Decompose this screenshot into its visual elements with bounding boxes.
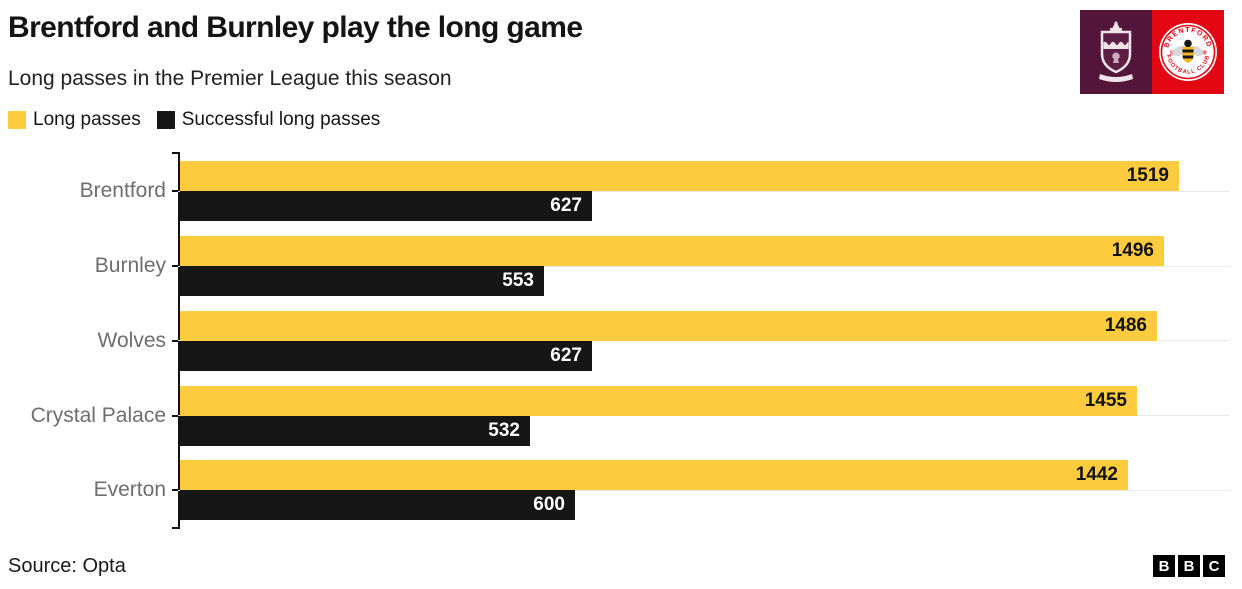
bar-value-label: 1519 (1126, 165, 1169, 187)
category-label: Brentford (79, 179, 166, 203)
bar-long-passes: 1442 (180, 460, 1128, 491)
bar-value-label: 1496 (1111, 240, 1154, 262)
bar-value-label: 1455 (1084, 389, 1127, 411)
category-tick (172, 190, 178, 193)
bar-value-label: 1442 (1075, 464, 1118, 486)
bar-long-passes: 1486 (180, 310, 1157, 341)
row-gridline (178, 340, 1230, 342)
bar-successful-long-passes: 532 (180, 415, 530, 446)
row-gridline (178, 190, 1230, 192)
bar-long-passes: 1455 (180, 385, 1137, 416)
chart-title: Brentford and Burnley play the long game (8, 11, 583, 44)
source-attribution: Source: Opta (8, 555, 126, 577)
bar-successful-long-passes: 553 (180, 266, 544, 297)
brentford-year-right: 89 (1201, 51, 1207, 57)
bbc-logo-block: B (1178, 555, 1200, 577)
row-gridline (178, 265, 1230, 267)
category-axis-labels: Brentford Burnley Wolves Crystal Palace Ever… (0, 152, 166, 529)
chart-legend: Long passes Successful long passes (8, 109, 380, 131)
brentford-year-left: 18 (1170, 51, 1176, 57)
bar-successful-long-passes: 627 (180, 191, 592, 222)
bbc-logo-block: B (1153, 555, 1175, 577)
axis-end-tick (172, 152, 178, 154)
category-tick (172, 489, 178, 492)
category-label: Wolves (97, 328, 166, 352)
bar-value-label: 627 (550, 195, 582, 217)
category-tick (172, 414, 178, 417)
bar-value-label: 627 (550, 344, 582, 366)
bar-value-label: 532 (488, 419, 520, 441)
category-label: Everton (93, 478, 166, 502)
category-label: Crystal Palace (30, 403, 166, 427)
legend-label: Successful long passes (181, 109, 381, 130)
category-tick (172, 339, 178, 342)
bbc-logo-block: C (1203, 555, 1225, 577)
row-gridline (178, 415, 1230, 417)
chart-subtitle: Long passes in the Premier League this s… (8, 67, 452, 90)
bar-value-label: 600 (533, 494, 565, 516)
category-label: Burnley (94, 254, 166, 278)
legend-item: Successful long passes (156, 109, 381, 131)
bar-chart: 1519 627 1496 553 1486 627 1455 532 1442 600 (172, 152, 1230, 529)
bar-long-passes: 1496 (180, 236, 1164, 267)
legend-item: Long passes (8, 109, 141, 131)
bar-successful-long-passes: 627 (180, 340, 592, 371)
burnley-crest-icon (1080, 10, 1152, 94)
legend-swatch-icon (8, 111, 26, 129)
legend-swatch-icon (156, 111, 175, 129)
category-tick (172, 265, 178, 268)
brentford-crest-icon: BRENTFORD FOOTBALL CLUB 18 89 (1152, 10, 1224, 94)
axis-end-tick (172, 527, 178, 529)
club-badges: BRENTFORD FOOTBALL CLUB 18 89 (1080, 10, 1224, 94)
row-gridline (178, 489, 1230, 491)
bar-successful-long-passes: 600 (180, 490, 575, 521)
bar-long-passes: 1519 (180, 161, 1179, 192)
legend-label: Long passes (33, 109, 141, 130)
bar-value-label: 553 (502, 270, 534, 292)
bar-value-label: 1486 (1104, 314, 1147, 336)
